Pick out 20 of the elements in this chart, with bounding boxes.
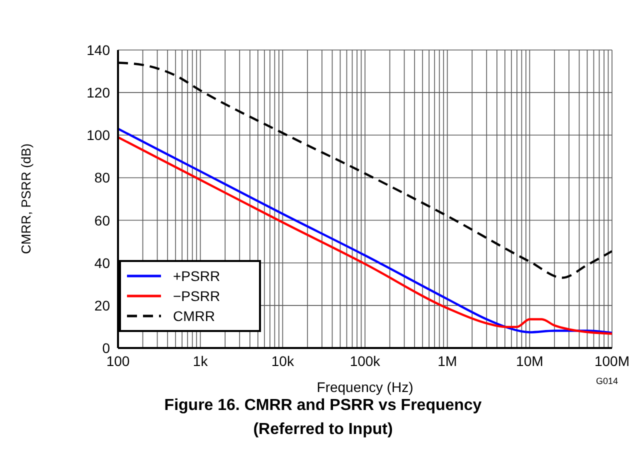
text: Figure 16. CMRR and PSRR vs Frequency (Referred to Input) (163, 396, 483, 440)
legend-label: −PSRR (173, 287, 220, 306)
y-axis-title: CMRR, PSRR (dB) (18, 143, 34, 254)
x-tick-label: 1M (438, 352, 458, 369)
x-tick-label: 100M (594, 352, 630, 369)
text: G014 (596, 376, 618, 386)
legend-label: CMRR (173, 307, 215, 326)
x-tick-label: 10M (516, 352, 544, 369)
x-tick-label: 100k (350, 352, 382, 369)
x-tick-label: 10k (271, 352, 295, 369)
y-tick-label: 40 (94, 254, 110, 271)
y-tick-label: 20 (94, 297, 110, 314)
y-tick-label: 100 (86, 127, 110, 144)
y-tick-label: 80 (94, 170, 110, 186)
y-tick-label: 60 (94, 212, 110, 228)
x-axis-title: Frequency (Hz) (316, 379, 414, 395)
y-tick-label: 140 (86, 42, 110, 58)
x-tick-label: 1k (192, 352, 209, 369)
y-tick-label: 120 (86, 84, 110, 101)
legend-label: +PSRR (173, 267, 220, 286)
